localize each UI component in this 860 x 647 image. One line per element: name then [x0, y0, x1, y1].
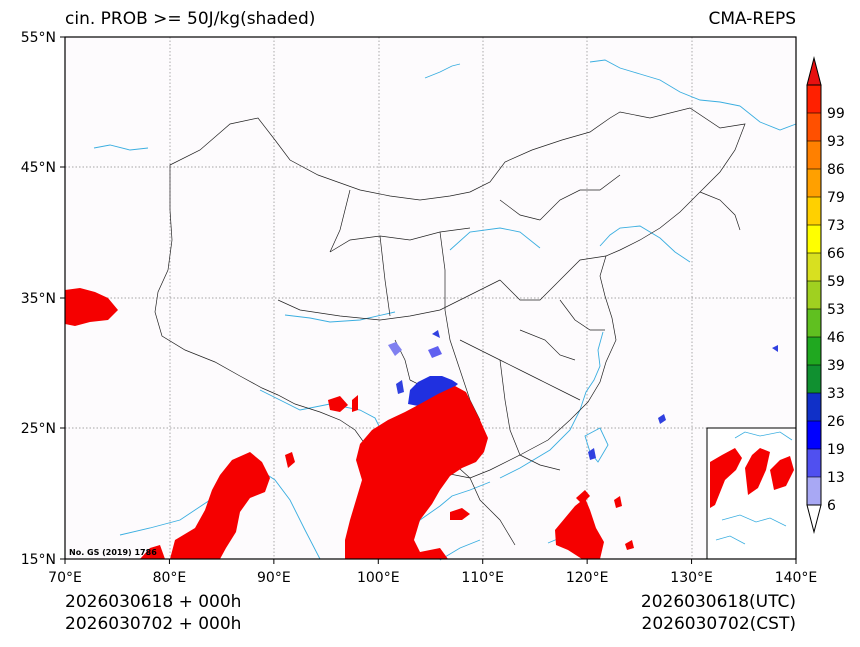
lon-tick-label: 80°E — [153, 570, 187, 586]
colorbar-segment — [807, 113, 821, 141]
colorbar-frame — [806, 84, 822, 506]
shade-area-ocean-dot-2 — [772, 345, 778, 352]
colorbar: 6 13 19 26 33 39 46 53 59 66 73 79 86 93 99 — [806, 56, 845, 534]
probability-shading — [65, 288, 778, 559]
lat-tick-label: 25°N — [21, 421, 56, 437]
colorbar-label: 79 — [827, 190, 845, 206]
colorbar-label: 6 — [827, 498, 836, 514]
lon-tick-label: 90°E — [257, 570, 291, 586]
shade-area-tibet-2 — [428, 346, 442, 358]
shade-area-india-south — [140, 545, 165, 559]
colorbar-segment — [807, 421, 821, 449]
colorbar-label: 46 — [827, 330, 845, 346]
colorbar-segment — [807, 393, 821, 421]
valid-time-utc: 2026030618(UTC) — [640, 592, 796, 612]
map-title: cin. PROB >= 50J/kg(shaded) — [65, 9, 316, 29]
lat-tick-label: 55°N — [21, 30, 56, 46]
colorbar-extend-max — [806, 56, 822, 86]
colorbar-label: 26 — [827, 414, 845, 430]
shade-area-tibet-4 — [396, 380, 404, 394]
shade-area-india-east — [170, 452, 270, 559]
model-name: CMA-REPS — [708, 9, 796, 29]
lon-tick-label: 100°E — [357, 570, 400, 586]
shade-area-luzon-north — [576, 490, 590, 504]
colorbar-label: 39 — [827, 358, 845, 374]
colorbar-label: 86 — [827, 162, 845, 178]
shade-area-coast-dot — [285, 452, 295, 468]
colorbar-label: 59 — [827, 274, 845, 290]
shade-area-tibet-3 — [432, 330, 440, 338]
shade-area-small — [352, 395, 358, 412]
init-time-utc: 2026030618 + 000h — [65, 592, 242, 612]
colorbar-extend-min — [806, 504, 822, 534]
shade-area-pacific-dot — [614, 496, 622, 508]
shade-area-pacific-dot-2 — [625, 540, 634, 550]
colorbar-segment — [807, 85, 821, 113]
colorbar-label: 33 — [827, 386, 845, 402]
shade-area-indochina — [345, 386, 488, 559]
shade-area-philippines — [555, 498, 604, 559]
colorbar-segment — [807, 225, 821, 253]
lon-tick-label: 140°E — [775, 570, 818, 586]
shade-area-taiwan-dot — [588, 448, 596, 460]
shade-area-pakistan — [65, 288, 118, 326]
colorbar-segment — [807, 253, 821, 281]
latitude-ticks: 55°N 45°N 35°N 25°N 15°N — [21, 30, 65, 568]
south-china-sea-inset — [706, 427, 797, 560]
shade-area-gulf — [450, 508, 470, 520]
shade-area-tibet-1 — [388, 342, 402, 356]
colorbar-segment — [807, 477, 821, 505]
shade-area-bangladesh — [328, 396, 348, 412]
colorbar-segment — [807, 197, 821, 225]
valid-time-cst: 2026030702(CST) — [641, 614, 796, 634]
colorbar-label: 13 — [827, 470, 845, 486]
colorbar-label: 19 — [827, 442, 845, 458]
colorbar-label: 53 — [827, 302, 845, 318]
lon-tick-label: 120°E — [566, 570, 609, 586]
colorbar-segment — [807, 365, 821, 393]
colorbar-segment — [807, 337, 821, 365]
lat-tick-label: 15°N — [21, 552, 56, 568]
lat-tick-label: 45°N — [21, 160, 56, 176]
colorbar-segment — [807, 141, 821, 169]
lon-tick-label: 70°E — [48, 570, 82, 586]
colorbar-label: 73 — [827, 218, 845, 234]
colorbar-label: 66 — [827, 246, 845, 262]
lat-tick-label: 35°N — [21, 291, 56, 307]
colorbar-label: 99 — [827, 106, 845, 122]
colorbar-segment — [807, 169, 821, 197]
lon-tick-label: 110°E — [461, 570, 504, 586]
init-time-cst: 2026030702 + 000h — [65, 614, 242, 634]
longitude-ticks: 70°E 80°E 90°E 100°E 110°E 120°E 130°E 140°E — [48, 559, 817, 586]
shade-area-blue-edge — [408, 376, 458, 406]
colorbar-segment — [807, 281, 821, 309]
shade-area-ocean-dot — [658, 414, 666, 424]
lon-tick-label: 130°E — [670, 570, 713, 586]
colorbar-segment — [807, 309, 821, 337]
colorbar-segment — [807, 449, 821, 477]
map-approval-number: No. GS (2019) 1786 — [69, 548, 157, 557]
colorbar-label: 93 — [827, 134, 845, 150]
